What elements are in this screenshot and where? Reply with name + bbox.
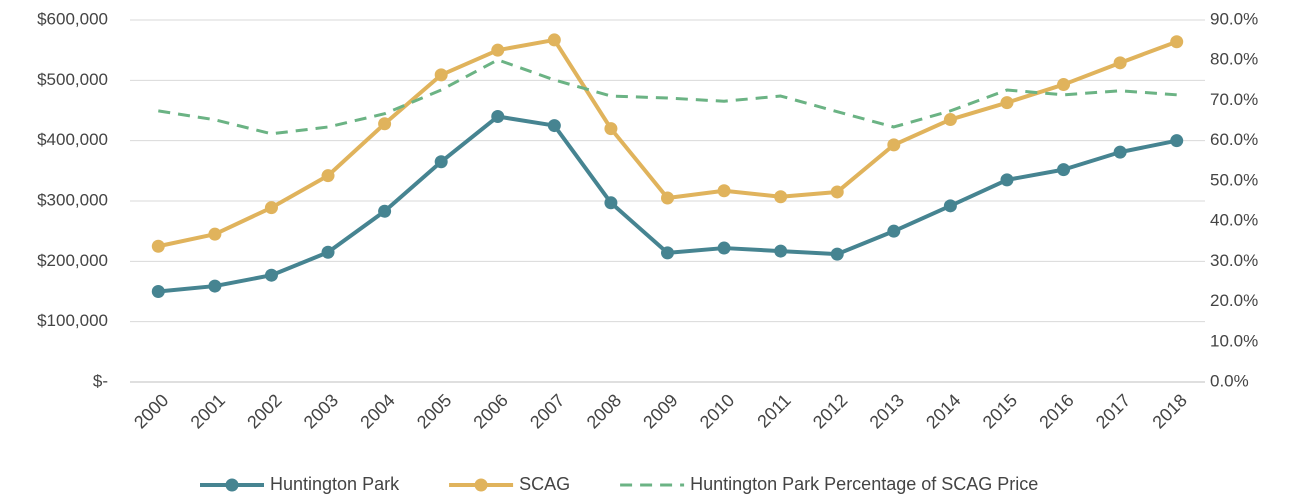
x-tick-label: 2000 [130, 390, 172, 432]
data-point [604, 122, 618, 136]
x-tick-label: 2006 [469, 390, 511, 432]
y2-tick-label: 90.0% [1210, 9, 1258, 28]
x-tick-label: 2001 [187, 390, 229, 432]
x-tick-label: 2017 [1092, 390, 1134, 432]
y2-tick-label: 10.0% [1210, 331, 1258, 350]
y-tick-label: $100,000 [37, 311, 108, 330]
data-point [208, 279, 222, 293]
x-tick-label: 2015 [979, 390, 1021, 432]
x-tick-label: 2005 [413, 390, 455, 432]
x-tick-label: 2010 [696, 390, 738, 432]
data-point [264, 268, 278, 282]
x-tick-label: 2004 [356, 390, 398, 432]
y2-tick-label: 30.0% [1210, 251, 1258, 270]
data-point [151, 239, 165, 253]
data-point [830, 247, 844, 261]
data-point [378, 204, 392, 218]
data-point [1170, 134, 1184, 148]
data-point [378, 117, 392, 131]
data-point [1113, 145, 1127, 159]
x-tick-label: 2014 [922, 390, 964, 432]
legend-item: Huntington Park Percentage of SCAG Price [620, 474, 1038, 494]
x-tick-label: 2012 [809, 390, 851, 432]
x-tick-label: 2011 [753, 390, 795, 432]
data-point [1000, 173, 1014, 187]
x-tick-label: 2016 [1035, 390, 1077, 432]
data-point [717, 241, 731, 255]
data-point [1057, 163, 1071, 177]
data-point [1057, 78, 1071, 92]
y-tick-label: $- [93, 371, 108, 390]
data-point [1000, 96, 1014, 110]
data-point [830, 185, 844, 199]
data-point [491, 43, 505, 57]
data-point [774, 190, 788, 204]
y2-tick-label: 60.0% [1210, 130, 1258, 149]
y2-tick-label: 20.0% [1210, 291, 1258, 310]
x-tick-label: 2007 [526, 390, 568, 432]
data-point [774, 244, 788, 258]
y-tick-label: $300,000 [37, 190, 108, 209]
series-line [157, 37, 1178, 249]
y-tick-label: $600,000 [37, 9, 108, 28]
x-tick-label: 2003 [300, 390, 342, 432]
legend-label: SCAG [519, 474, 570, 494]
data-point [491, 110, 505, 124]
y-tick-label: $500,000 [37, 70, 108, 89]
x-tick-label: 2013 [866, 390, 908, 432]
legend-marker [474, 478, 488, 492]
x-tick-label: 2008 [583, 390, 625, 432]
data-point [547, 119, 561, 133]
data-point [717, 184, 731, 198]
x-tick-label: 2009 [639, 390, 681, 432]
legend-marker [225, 478, 239, 492]
data-point [661, 246, 674, 260]
data-point [887, 138, 901, 152]
y-tick-label: $400,000 [37, 130, 108, 149]
data-point [264, 201, 278, 215]
data-point [151, 285, 165, 298]
data-point [547, 33, 561, 47]
data-point [604, 196, 618, 210]
data-point [321, 245, 335, 259]
y-tick-label: $200,000 [37, 251, 108, 270]
data-point [1113, 56, 1127, 70]
x-tick-label: 2002 [243, 390, 285, 432]
legend-item: Huntington Park [200, 474, 400, 494]
data-point [943, 113, 957, 127]
data-point [208, 227, 222, 241]
legend-label: Huntington Park Percentage of SCAG Price [690, 474, 1038, 494]
data-point [943, 199, 957, 213]
y2-tick-label: 80.0% [1210, 50, 1258, 69]
data-point [434, 155, 448, 169]
data-point [887, 224, 901, 238]
y2-tick-label: 50.0% [1210, 170, 1258, 189]
y2-tick-label: 70.0% [1210, 90, 1258, 109]
x-tick-label: 2018 [1148, 390, 1190, 432]
legend-label: Huntington Park [270, 474, 400, 494]
data-point [661, 191, 674, 205]
data-point [1170, 35, 1184, 49]
legend-item: SCAG [449, 474, 570, 494]
y2-tick-label: 0.0% [1210, 371, 1249, 390]
series-line [158, 58, 1177, 136]
data-point [321, 169, 335, 183]
y2-tick-label: 40.0% [1210, 211, 1258, 230]
data-point [434, 68, 448, 82]
